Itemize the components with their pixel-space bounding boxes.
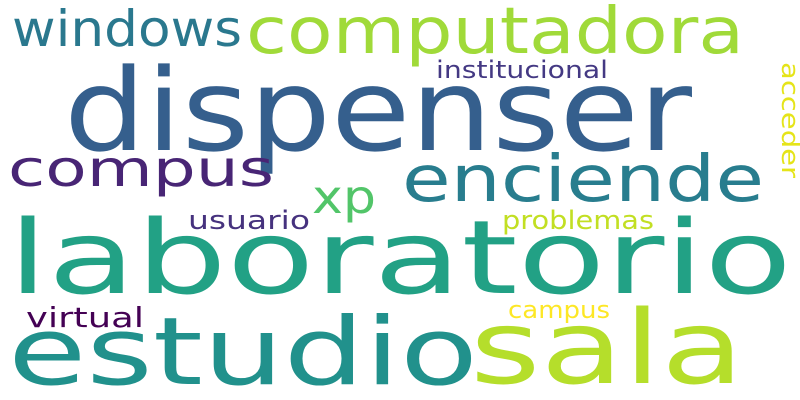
word-problemas: problemas: [502, 206, 654, 236]
word-enciende: enciende: [402, 143, 764, 217]
word-windows: windows: [12, 0, 242, 58]
word-sala: sala: [470, 289, 744, 400]
word-xp: xp: [312, 170, 376, 224]
word-computadora: computadora: [246, 0, 744, 69]
word-campus: campus: [508, 296, 610, 324]
word-institucional: institucional: [436, 56, 608, 84]
word-laboratorio: laboratorio: [8, 199, 792, 318]
word-estudio: estudio: [8, 298, 478, 400]
word-virtual: virtual: [26, 301, 144, 334]
word-acceder: acceder: [776, 62, 800, 178]
word-usuario: usuario: [188, 206, 310, 236]
word-dispenser: dispenser: [64, 44, 693, 177]
word-compus: compus: [8, 140, 274, 198]
